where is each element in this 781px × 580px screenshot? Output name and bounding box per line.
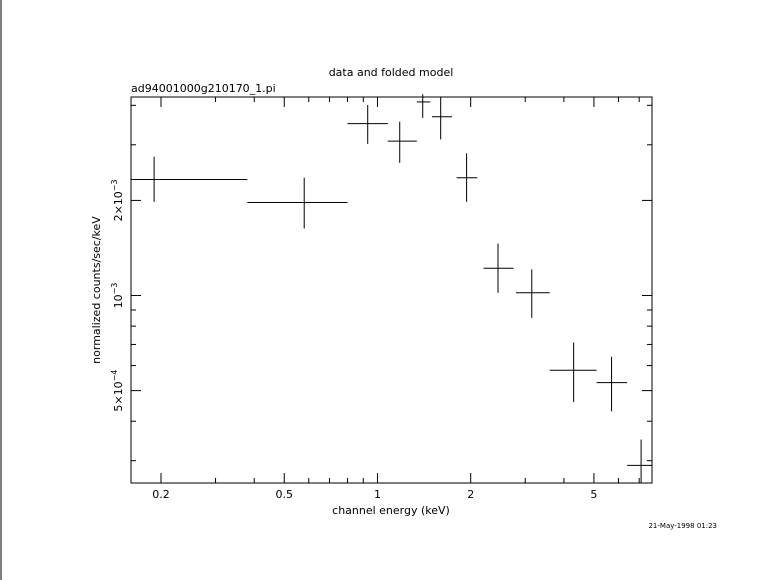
plot-frame xyxy=(130,96,653,484)
data-point-6 xyxy=(432,97,452,140)
data-point-5 xyxy=(416,94,431,118)
data-point-3 xyxy=(347,104,388,144)
x-tick-label: 2 xyxy=(467,488,474,501)
x-axis-ticks xyxy=(160,97,640,483)
y-tick-label: 5×10−4 xyxy=(110,370,125,412)
x-axis-tick-labels: 0.2 0.5 1 2 5 xyxy=(152,488,597,501)
data-point-8 xyxy=(483,243,514,293)
data-point-9 xyxy=(515,269,550,318)
data-point-10 xyxy=(549,342,597,403)
x-tick-label: 5 xyxy=(590,488,597,501)
x-tick-label: 1 xyxy=(374,488,381,501)
data-point-4 xyxy=(387,121,417,163)
data-point-7 xyxy=(456,153,478,202)
data-point-1 xyxy=(131,156,248,202)
chart-title: data and folded model xyxy=(329,66,454,79)
y-axis-ticks xyxy=(131,104,652,462)
data-point-2 xyxy=(247,177,348,229)
chart-subtitle: ad94001000g210170_1.pi xyxy=(131,82,276,95)
y-tick-label: 10−3 xyxy=(110,283,125,309)
x-axis-label: channel energy (keV) xyxy=(332,504,450,517)
data-points xyxy=(131,94,652,483)
timestamp: 21-May-1998 01:23 xyxy=(648,522,717,530)
data-point-11 xyxy=(596,356,628,412)
x-tick-label: 0.5 xyxy=(275,488,293,501)
x-tick-label: 0.2 xyxy=(152,488,170,501)
y-tick-label: 2×10−3 xyxy=(110,179,125,221)
data-point-12 xyxy=(627,439,652,483)
y-axis-label: normalized counts/sec/keV xyxy=(90,216,103,364)
y-axis-tick-labels: 5×10−4 10−3 2×10−3 xyxy=(110,179,125,411)
